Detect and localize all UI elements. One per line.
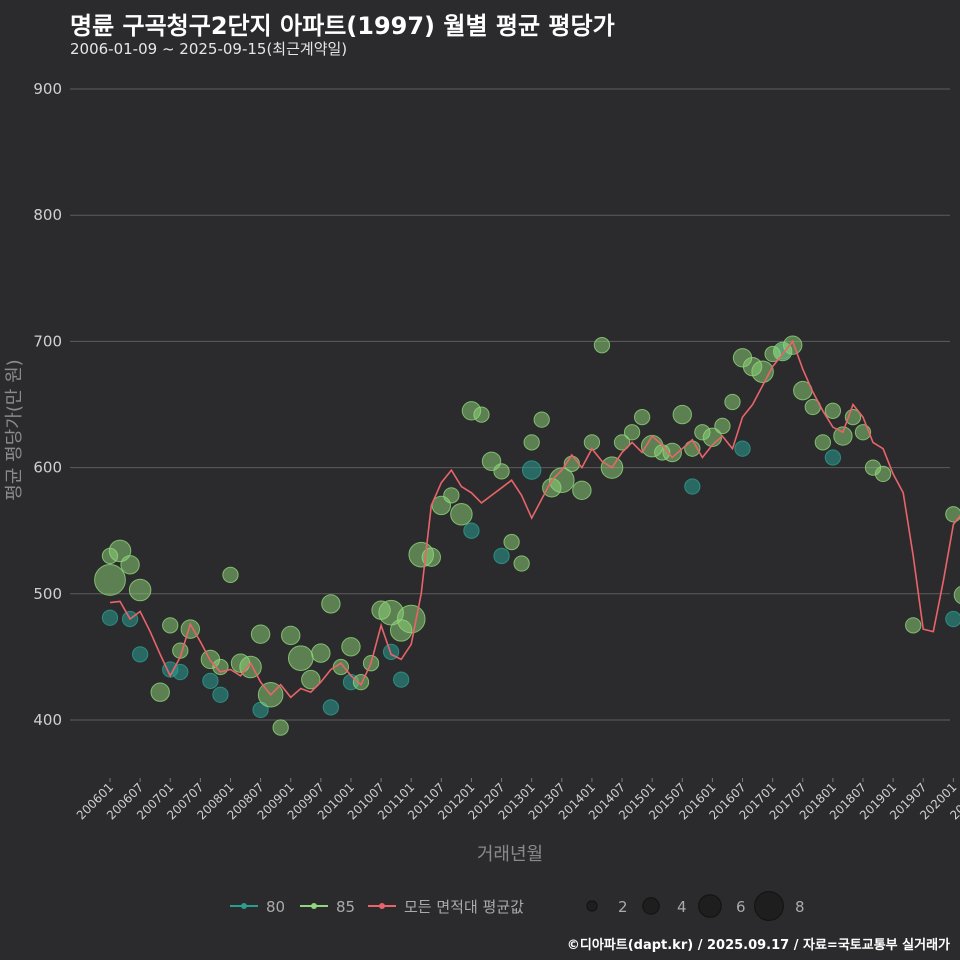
point-85 [108,539,132,563]
gridlines [70,88,950,721]
point-80 [521,460,542,480]
legend-size-dot [754,891,784,921]
point-85 [549,467,575,494]
point-85 [162,617,179,634]
legend-marker [241,903,247,909]
legend-label: 80 [266,898,285,916]
x-tick-labels: 2006012006072007012007072008012008072009… [74,778,960,823]
y-tick-label: 700 [33,332,62,350]
point-80 [463,522,480,539]
point-80 [824,449,842,466]
point-85 [783,335,803,355]
legend-size-label: 6 [736,898,746,916]
series-average-line [109,339,960,699]
point-85 [953,585,960,605]
point-80 [131,646,149,663]
point-85 [311,643,331,663]
point-85 [905,617,922,634]
y-axis-label: 평균 평당가(만 원) [4,359,25,500]
credit-text: ©디아파트(dapt.kr) / 2025.09.17 / 자료=국토교통부 실… [566,938,950,953]
point-85 [572,480,592,501]
point-85 [533,411,550,428]
point-85 [120,555,140,575]
point-80 [101,609,119,626]
legend-label: 모든 면적대 평균값 [404,898,524,916]
point-85 [473,406,490,423]
point-85 [287,645,314,671]
legend-size-label: 2 [618,898,628,916]
point-85 [341,637,361,657]
legend-size-dot [586,900,598,912]
legend-marker [311,903,317,909]
legend-size-label: 8 [795,898,805,916]
point-85 [633,408,651,426]
point-85 [281,625,301,646]
legend-label: 85 [336,898,355,916]
point-85 [443,487,460,504]
point-85 [814,434,831,451]
point-80 [393,671,410,688]
point-85 [450,503,473,526]
point-80 [322,699,340,716]
point-85 [662,442,682,463]
point-80 [202,672,219,690]
point-85 [613,434,631,451]
point-85 [493,463,510,480]
y-tick-label: 500 [33,585,62,603]
y-tick-label: 600 [33,459,62,477]
legend-size-dot [698,894,722,918]
legend-size-label: 4 [677,898,687,916]
point-85 [352,673,370,691]
point-85 [523,434,540,451]
y-tick-label: 900 [33,80,62,98]
legend-size-dot [642,897,660,915]
point-80 [212,686,229,703]
point-85 [593,337,611,354]
x-axis-label: 거래년월 [477,844,543,865]
point-85 [150,682,170,702]
point-85 [824,402,842,419]
point-80 [734,440,751,457]
point-85 [222,566,239,584]
legend-marker [379,903,385,909]
series-80 [101,343,960,719]
point-85 [672,404,692,425]
point-85 [321,594,341,614]
point-85 [623,424,641,441]
point-85 [332,658,350,676]
chart-title: 명륜 구곡청구2단지 아파트(1997) 월별 평균 평당가 [70,12,615,40]
point-85 [250,624,271,644]
point-85 [945,506,960,523]
chart-subtitle: 2006-01-09 ~ 2025-09-15(최근계약일) [70,40,348,58]
point-85 [714,417,731,435]
y-tick-label: 800 [33,206,62,224]
point-85 [239,655,262,679]
point-85 [396,604,426,634]
point-80 [493,547,510,565]
point-80 [945,610,960,628]
point-85 [513,555,530,572]
point-85 [724,393,741,411]
point-85 [128,578,152,602]
y-tick-labels: 400 500 600 700 800 900 [33,80,62,729]
legend: 80 85 모든 면적대 평균값 2 4 6 8 [230,891,805,921]
point-85 [833,426,853,446]
point-85 [874,465,892,483]
point-85 [94,564,126,596]
average-line [109,339,960,699]
point-85 [503,533,520,551]
point-85 [272,719,289,736]
point-85 [301,669,321,690]
point-80 [684,478,701,495]
y-tick-label: 400 [33,711,62,729]
